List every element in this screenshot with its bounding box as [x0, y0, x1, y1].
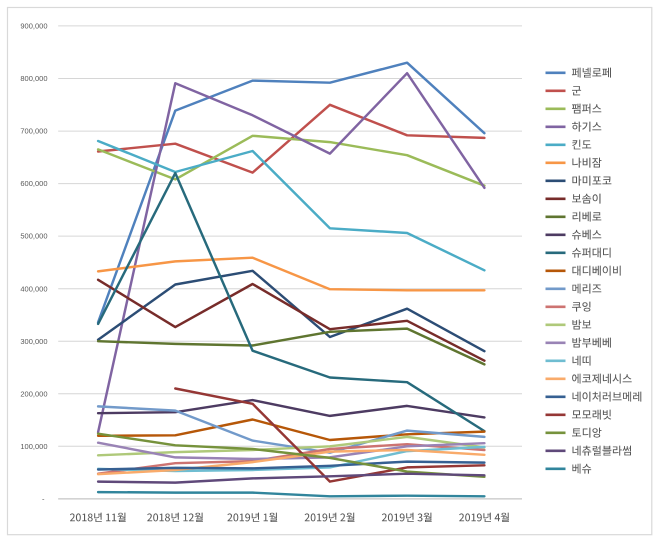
svg-text:600,000: 600,000 [20, 179, 47, 188]
svg-text:900,000: 900,000 [20, 22, 47, 31]
svg-text:100,000: 100,000 [20, 442, 47, 451]
svg-text:400,000: 400,000 [20, 284, 47, 293]
svg-text:200,000: 200,000 [20, 389, 47, 398]
svg-text:-: - [42, 495, 45, 504]
svg-text:700,000: 700,000 [20, 127, 47, 136]
svg-text:300,000: 300,000 [20, 337, 47, 346]
svg-text:500,000: 500,000 [20, 232, 47, 241]
svg-text:800,000: 800,000 [20, 74, 47, 83]
